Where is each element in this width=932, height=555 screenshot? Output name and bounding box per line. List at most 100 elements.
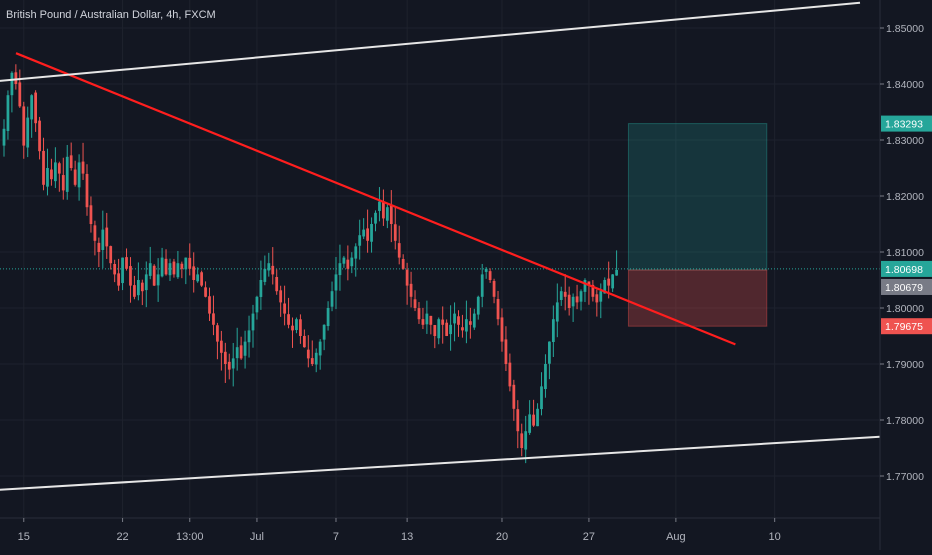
candle-body: [393, 224, 397, 241]
candle-body: [46, 168, 49, 187]
candle-body: [555, 302, 559, 322]
candle-body: [117, 273, 120, 286]
time-axis[interactable]: 15 22 13:00 Jul 7 13 20 27 Aug 10: [0, 517, 880, 543]
time-tick-label: 13:00: [176, 531, 204, 543]
candle-body: [239, 345, 243, 359]
candle-body: [322, 324, 326, 340]
candle-body: [57, 163, 61, 174]
candle-body: [587, 281, 591, 286]
price-tick-label: 1.85000: [886, 23, 924, 35]
last-price-label: 1.80698: [881, 260, 932, 277]
candle-body: [85, 173, 89, 208]
candle-body: [374, 212, 377, 224]
candle-body: [188, 257, 192, 269]
candle-body: [216, 325, 219, 342]
candle-body: [251, 313, 255, 331]
candle-body: [65, 156, 69, 192]
candle-body: [389, 204, 393, 224]
candle-body: [10, 72, 14, 96]
candle-body: [212, 313, 215, 325]
candle-body: [476, 296, 480, 315]
candle-body: [275, 277, 279, 292]
candle-body: [350, 257, 354, 267]
candle-body: [520, 433, 524, 448]
candle-body: [77, 162, 81, 188]
candle-body: [540, 386, 543, 410]
candle-body: [200, 272, 203, 286]
candle-body: [599, 291, 603, 302]
time-tick-label: 15: [18, 531, 30, 543]
downtrend-line: [15, 52, 736, 346]
candle-body: [575, 296, 579, 303]
candle-body: [563, 291, 567, 297]
candle-body: [480, 274, 484, 297]
candle-body: [231, 358, 235, 369]
target-price-label-bg: [881, 115, 932, 132]
candle-body: [551, 319, 555, 342]
time-tick-label: Aug: [666, 531, 686, 543]
entry-price-label: 1.80679: [881, 278, 932, 295]
candle-body: [306, 349, 310, 359]
candle-body: [81, 161, 85, 174]
candle-body: [243, 341, 247, 356]
candle-body: [14, 72, 18, 84]
candle-body: [326, 308, 330, 327]
candle-body: [180, 263, 184, 269]
candle-body: [607, 278, 611, 286]
candle-body: [437, 319, 441, 339]
candle-body: [548, 341, 551, 364]
candle-body: [382, 201, 385, 219]
candle-body: [18, 82, 22, 107]
candle-body: [484, 268, 488, 272]
candle-body: [34, 92, 38, 124]
drawn-lines[interactable]: [0, 1, 881, 491]
candle-body: [235, 347, 239, 359]
candle-body: [611, 274, 615, 289]
time-tick-label: 13: [401, 531, 413, 543]
channel-lower-line: [0, 435, 881, 491]
price-axis[interactable]: 1.85000 1.84000 1.83000 1.82000 1.81000 1.800…: [879, 0, 932, 550]
candle-body: [536, 408, 539, 427]
candle-body: [176, 263, 180, 278]
candle-body: [26, 117, 30, 148]
candle-body: [441, 319, 445, 325]
entry-price-label-bg: [881, 278, 932, 295]
candle-body: [192, 266, 196, 280]
time-tick-label: 7: [333, 531, 339, 543]
candle-body: [152, 265, 156, 286]
candle-body: [148, 263, 152, 276]
candle-body: [279, 290, 283, 303]
candle-body: [496, 299, 500, 320]
candle-body: [433, 325, 437, 336]
candle-body: [425, 313, 429, 325]
candle-body: [113, 263, 117, 275]
candle-body: [429, 315, 433, 325]
candle-body: [500, 317, 504, 342]
time-tick-label: 20: [496, 531, 508, 543]
candle-body: [310, 358, 314, 364]
candle-body: [140, 282, 144, 292]
candle-body: [196, 274, 200, 282]
candle-body: [528, 414, 532, 433]
candle-body: [397, 243, 401, 258]
candle-body: [109, 246, 113, 264]
candle-body: [334, 274, 338, 291]
candle-body: [61, 175, 65, 191]
candle-body: [164, 258, 168, 275]
candle-body: [401, 259, 405, 269]
candle-body: [465, 319, 468, 332]
time-tick-label: Jul: [250, 531, 264, 543]
candle-body: [247, 330, 251, 343]
candles: [2, 64, 618, 464]
candle-body: [22, 106, 26, 146]
candle-body: [366, 228, 369, 241]
candle-body: [421, 319, 425, 325]
candle-body: [184, 257, 188, 270]
candle-body: [219, 340, 223, 353]
candle-body: [156, 274, 160, 286]
candle-body: [579, 291, 583, 302]
candle-body: [417, 308, 421, 320]
position-tool[interactable]: [627, 123, 768, 327]
candle-body: [516, 409, 520, 432]
